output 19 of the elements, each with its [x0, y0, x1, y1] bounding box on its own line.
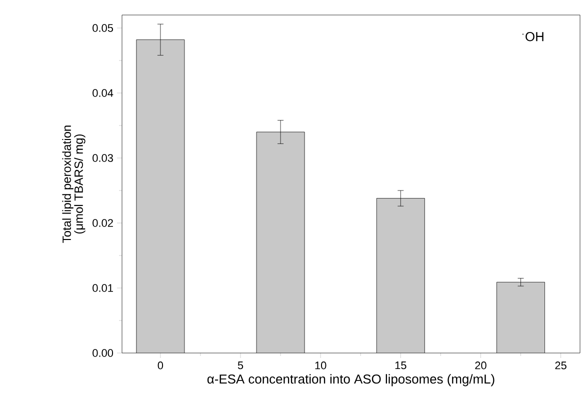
x-tick-label: 25 [555, 362, 566, 370]
bar [376, 198, 425, 353]
y-tick-label: 0.04 [92, 89, 114, 97]
y-tick-label: 0.00 [92, 349, 114, 357]
bar [256, 132, 305, 353]
x-tick-label: 15 [395, 362, 406, 370]
x-tick-label: 20 [475, 362, 486, 370]
x-tick-label: 0 [158, 362, 164, 370]
annotation: $^{·}$OH [522, 32, 544, 42]
y-tick-label: 0.05 [92, 24, 114, 32]
x-tick-label: 10 [315, 362, 326, 370]
bar [496, 282, 545, 353]
bar [136, 39, 185, 353]
y-axis-title: Total lipid peroxidation (μmol TBARS/ mg) [62, 126, 86, 243]
y-tick-label: 0.03 [92, 154, 113, 162]
x-axis-title: α-ESA concentration into ASO liposomes (mg/mL) [207, 374, 494, 386]
y-tick-label: 0.01 [92, 284, 113, 292]
x-tick-label: 5 [238, 362, 244, 370]
y-tick-label: 0.02 [92, 219, 113, 227]
